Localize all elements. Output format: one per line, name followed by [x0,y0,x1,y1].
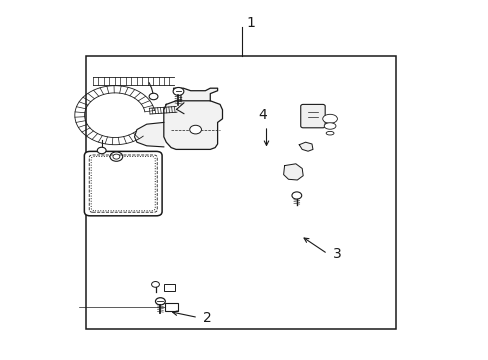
Polygon shape [173,88,217,101]
Bar [85,56,395,329]
Bar [164,303,177,311]
Ellipse shape [325,131,333,135]
Circle shape [189,125,201,134]
Polygon shape [134,122,163,147]
Circle shape [173,87,183,95]
Ellipse shape [324,123,335,129]
Circle shape [155,298,165,305]
Circle shape [291,192,301,199]
FancyBboxPatch shape [91,157,155,211]
Circle shape [110,152,122,161]
Bar [163,284,174,291]
Circle shape [97,147,106,154]
Circle shape [151,282,159,287]
Circle shape [149,93,158,100]
Polygon shape [163,101,222,149]
Text: 2: 2 [203,311,211,324]
Polygon shape [299,142,312,151]
FancyBboxPatch shape [84,152,162,216]
FancyBboxPatch shape [300,104,325,128]
Text: 4: 4 [258,108,266,122]
Text: 3: 3 [332,247,341,261]
Circle shape [113,154,120,159]
Polygon shape [283,164,303,180]
Text: 1: 1 [245,17,254,30]
Ellipse shape [322,114,337,123]
